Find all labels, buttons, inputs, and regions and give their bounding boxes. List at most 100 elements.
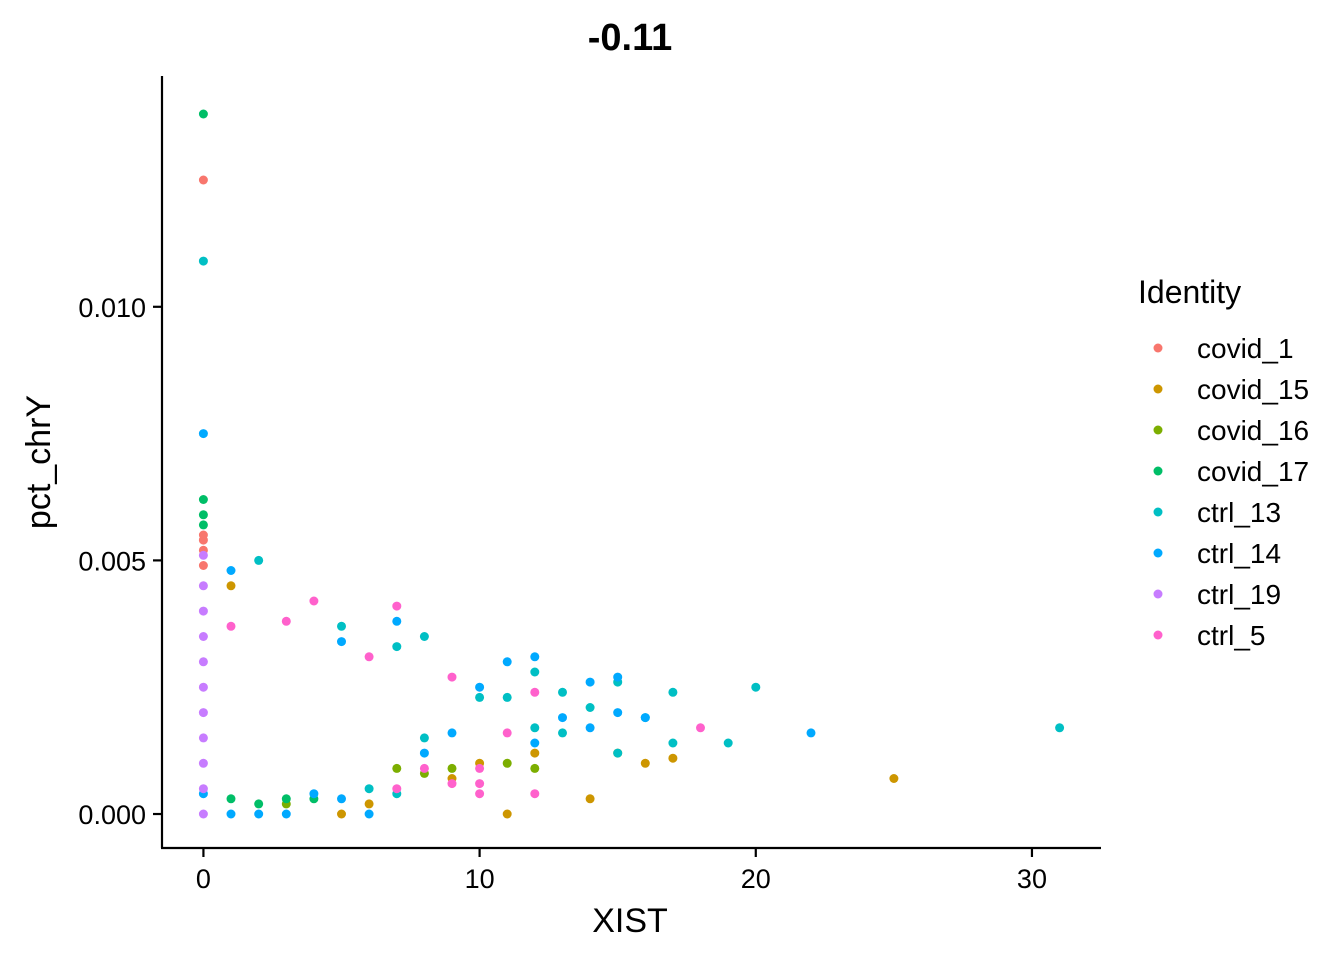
points-layer bbox=[198, 109, 1065, 819]
x-tick-label: 20 bbox=[741, 864, 771, 894]
data-point bbox=[309, 596, 319, 606]
data-point bbox=[198, 429, 208, 439]
data-point bbox=[254, 555, 264, 565]
legend-swatch bbox=[1153, 384, 1163, 394]
data-point bbox=[337, 794, 346, 804]
data-point bbox=[613, 708, 623, 718]
data-point bbox=[447, 672, 457, 682]
y-axis-title: pct_chrY bbox=[20, 395, 58, 529]
series-covid_16 bbox=[281, 758, 540, 809]
legend-title: Identity bbox=[1138, 274, 1241, 310]
series-covid_15 bbox=[226, 581, 899, 819]
data-point bbox=[640, 758, 650, 768]
data-point bbox=[530, 687, 540, 697]
data-point bbox=[889, 774, 899, 783]
y-tick-label: 0.000 bbox=[78, 800, 146, 830]
data-point bbox=[530, 763, 540, 773]
data-point bbox=[198, 109, 208, 119]
legend-swatch bbox=[1153, 548, 1163, 558]
data-point bbox=[585, 723, 595, 733]
data-point bbox=[198, 495, 208, 504]
data-point bbox=[364, 652, 374, 662]
y-ticks: 0.000 0.005 0.010 bbox=[78, 293, 162, 830]
data-point bbox=[668, 753, 678, 763]
data-point bbox=[198, 632, 208, 641]
data-point bbox=[613, 748, 623, 758]
x-tick-label: 10 bbox=[465, 864, 495, 894]
data-point bbox=[502, 692, 512, 702]
data-point bbox=[226, 809, 236, 819]
x-tick-label: 30 bbox=[1017, 864, 1047, 894]
data-point bbox=[198, 510, 208, 520]
data-point bbox=[226, 566, 236, 575]
data-point bbox=[198, 535, 208, 545]
data-point bbox=[447, 728, 457, 738]
chart-title: -0.11 bbox=[588, 17, 673, 59]
data-point bbox=[364, 799, 374, 809]
legend-swatch bbox=[1153, 589, 1163, 599]
data-point bbox=[337, 621, 346, 631]
data-point bbox=[198, 561, 208, 570]
legend: Identity covid_1 covid_15 covid_16 covid_17… bbox=[1138, 274, 1309, 651]
legend-label: covid_17 bbox=[1197, 456, 1309, 487]
data-point bbox=[447, 763, 457, 773]
legend-swatch bbox=[1153, 466, 1163, 476]
data-point bbox=[475, 763, 485, 773]
data-point bbox=[558, 687, 567, 697]
series-ctrl_5 bbox=[226, 596, 705, 799]
data-point bbox=[668, 687, 678, 697]
data-point bbox=[585, 677, 595, 687]
data-point bbox=[668, 738, 678, 748]
legend-swatch bbox=[1153, 630, 1163, 640]
data-point bbox=[502, 758, 512, 768]
data-point bbox=[226, 794, 236, 804]
data-point bbox=[254, 809, 264, 819]
y-tick-label: 0.005 bbox=[78, 546, 146, 576]
series-ctrl_19 bbox=[198, 550, 208, 819]
legend-label: ctrl_13 bbox=[1197, 497, 1281, 528]
data-point bbox=[585, 794, 595, 804]
data-point bbox=[502, 657, 512, 667]
data-point bbox=[447, 779, 457, 789]
legend-label: ctrl_19 bbox=[1197, 579, 1281, 610]
data-point bbox=[198, 809, 208, 819]
data-point bbox=[723, 738, 733, 748]
data-point bbox=[475, 682, 485, 692]
legend-label: covid_16 bbox=[1197, 415, 1309, 446]
data-point bbox=[419, 748, 429, 758]
series-ctrl_13 bbox=[198, 256, 1065, 799]
data-point bbox=[392, 784, 402, 794]
data-point bbox=[475, 789, 485, 799]
data-point bbox=[337, 809, 346, 819]
data-point bbox=[281, 616, 291, 626]
legend-swatch bbox=[1153, 507, 1163, 517]
data-point bbox=[198, 708, 208, 718]
data-point bbox=[530, 723, 540, 733]
data-point bbox=[558, 713, 567, 723]
data-point bbox=[530, 652, 540, 662]
data-point bbox=[198, 606, 208, 616]
data-point bbox=[502, 809, 512, 819]
data-point bbox=[198, 550, 208, 560]
data-point bbox=[364, 809, 374, 819]
data-point bbox=[419, 763, 429, 773]
data-point bbox=[198, 256, 208, 266]
data-point bbox=[281, 794, 291, 804]
data-point bbox=[281, 809, 291, 819]
legend-label: covid_15 bbox=[1197, 374, 1309, 405]
data-point bbox=[419, 632, 429, 641]
data-point bbox=[198, 784, 208, 794]
data-point bbox=[502, 728, 512, 738]
data-point bbox=[198, 733, 208, 743]
data-point bbox=[530, 738, 540, 748]
data-point bbox=[1055, 723, 1065, 733]
data-point bbox=[806, 728, 816, 738]
data-point bbox=[530, 748, 540, 758]
data-point bbox=[226, 621, 236, 631]
data-point bbox=[198, 682, 208, 692]
x-axis-title: XIST bbox=[592, 902, 668, 940]
data-point bbox=[696, 723, 705, 733]
legend-label: ctrl_5 bbox=[1197, 620, 1265, 651]
data-point bbox=[226, 581, 236, 591]
legend-label: ctrl_14 bbox=[1197, 538, 1281, 569]
